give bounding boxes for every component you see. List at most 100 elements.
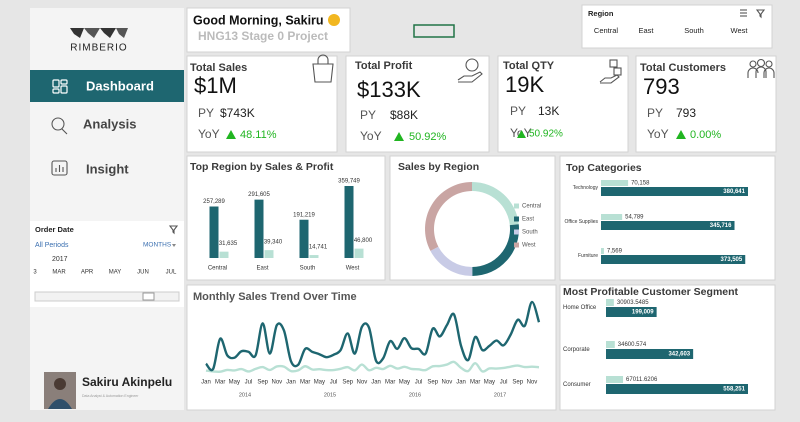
up-arrow — [517, 130, 526, 138]
kpi-yoy-label: YoY — [647, 127, 669, 141]
x-tick-label: Jul — [245, 380, 253, 386]
kpi-py-label: PY — [647, 106, 663, 120]
cell-selection — [413, 24, 455, 38]
x-tick-label: Jan — [371, 380, 381, 386]
slicer-item[interactable]: South — [684, 26, 704, 35]
region-slicer — [581, 4, 773, 49]
slicer-title: Order Date — [35, 225, 74, 234]
y-tick-label: Consumer — [563, 382, 591, 388]
scrollbar[interactable] — [34, 291, 180, 302]
legend-swatch — [514, 216, 519, 222]
slicer-item[interactable]: West — [731, 26, 749, 35]
data-label: 199,009 — [632, 310, 654, 316]
x-group-label: 2016 — [409, 392, 421, 398]
level-label[interactable]: MONTHS — [143, 242, 172, 249]
x-group-label: 2015 — [324, 392, 336, 398]
chart-title: Monthly Sales Trend Over Time — [193, 291, 357, 303]
scroll-thumb[interactable] — [142, 292, 155, 301]
kpi-title: Total Customers — [640, 62, 726, 74]
bar — [606, 384, 748, 394]
y-tick-label: Corporate — [563, 347, 590, 353]
slicer-icons[interactable] — [740, 9, 766, 19]
month-label[interactable]: APR — [81, 270, 94, 276]
menu-item[interactable]: Dashboard — [86, 78, 154, 93]
bar — [601, 248, 604, 254]
up-arrow — [676, 130, 686, 139]
chart-panel — [389, 155, 556, 281]
slicer-item[interactable]: East — [638, 26, 654, 35]
x-tick-label: West — [346, 266, 360, 272]
kpi-yoy: 50.92% — [529, 129, 563, 140]
x-tick-label: May — [314, 380, 325, 386]
x-tick-label: Mar — [385, 380, 395, 386]
menu-item[interactable]: Analysis — [83, 116, 136, 131]
data-label: 31,635 — [219, 241, 238, 247]
dropdown-arrow[interactable] — [172, 244, 176, 247]
bar — [354, 248, 364, 258]
analysis-icon — [51, 117, 68, 135]
x-tick-label: Nov — [442, 380, 453, 386]
bar — [606, 349, 694, 359]
chart-panel — [186, 284, 557, 411]
x-tick-label: Mar — [300, 380, 310, 386]
donut-slice — [430, 246, 473, 277]
legend-label: West — [522, 243, 536, 249]
bar — [209, 206, 219, 258]
legend-swatch — [514, 242, 519, 248]
x-tick-label: Jan — [201, 380, 211, 386]
x-tick-label: Sep — [342, 380, 353, 386]
kpi-py-label: PY — [510, 104, 526, 118]
bag-icon — [312, 54, 334, 83]
data-label: 291,605 — [248, 192, 270, 198]
x-tick-label: South — [300, 266, 316, 272]
data-label: 342,603 — [668, 352, 690, 358]
bar — [601, 214, 623, 220]
sidebar — [30, 8, 184, 410]
x-group-label: 2017 — [494, 392, 506, 398]
y-tick-label: Technology — [573, 185, 599, 191]
x-tick-label: Jul — [500, 380, 508, 386]
bar — [264, 250, 274, 258]
chart-title: Top Categories — [566, 162, 642, 174]
legend-swatch — [514, 203, 519, 209]
x-tick-label: Nov — [527, 380, 538, 386]
slicer-item[interactable]: Central — [594, 26, 619, 35]
kpi-yoy: 50.92% — [409, 131, 447, 143]
dashboard-icon — [52, 79, 68, 94]
line — [205, 300, 541, 372]
data-label: 67011.6206 — [626, 377, 658, 383]
slicer-title: Region — [588, 9, 614, 18]
clear-filter-icon[interactable] — [168, 225, 179, 235]
people-icon — [747, 58, 775, 78]
y-tick-label: Home Office — [563, 305, 597, 311]
subtitle: HNG13 Stage 0 Project — [198, 29, 328, 43]
donut-slice — [472, 182, 519, 226]
month-label[interactable]: JUL — [166, 270, 177, 276]
data-label: 39,340 — [264, 240, 283, 246]
menu-active[interactable] — [30, 70, 184, 102]
y-tick-label: Office Supplies — [564, 219, 598, 225]
menu-item[interactable]: Insight — [86, 161, 129, 176]
data-label: 14,741 — [309, 245, 328, 251]
kpi-card — [345, 55, 490, 153]
kpi-value: 793 — [643, 74, 680, 99]
kpi-title: Total Profit — [355, 60, 413, 72]
chart-title: Top Region by Sales & Profit — [190, 161, 334, 173]
bar — [601, 187, 748, 196]
x-tick-label: Jan — [456, 380, 466, 386]
month-label[interactable]: MAY — [109, 270, 122, 276]
hand-box-icon — [599, 59, 622, 84]
kpi-yoy-label: YoY — [360, 129, 382, 143]
period-label[interactable]: All Periods — [35, 242, 69, 249]
data-label: 558,251 — [723, 387, 745, 393]
donut-slice — [425, 182, 472, 251]
month-label[interactable]: 3 — [33, 270, 37, 276]
month-label[interactable]: JUN — [137, 270, 149, 276]
month-label[interactable]: MAR — [52, 270, 66, 276]
up-arrow — [394, 132, 404, 141]
x-tick-label: May — [399, 380, 410, 386]
year-label: 2017 — [52, 256, 68, 263]
profile-photo-head — [54, 378, 66, 390]
x-tick-label: Jul — [415, 380, 423, 386]
